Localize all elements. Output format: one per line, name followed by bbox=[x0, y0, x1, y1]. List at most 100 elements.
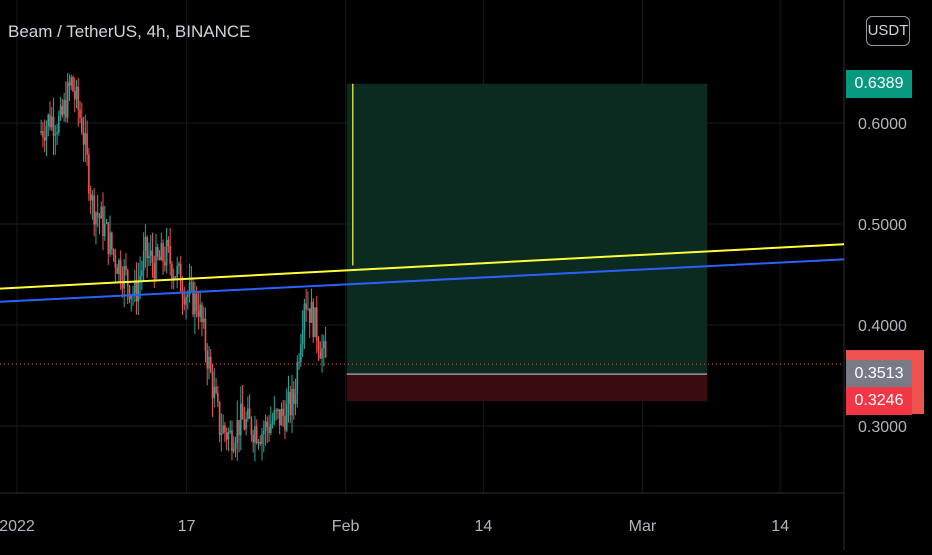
candle-body bbox=[66, 82, 69, 118]
candle-body bbox=[192, 282, 194, 315]
candle-body bbox=[68, 82, 71, 86]
candle-body bbox=[95, 212, 97, 225]
candle-body bbox=[179, 263, 182, 292]
candle-body bbox=[293, 388, 295, 404]
candle-body bbox=[70, 77, 72, 86]
candle-body bbox=[169, 245, 171, 264]
candle-body bbox=[187, 294, 189, 297]
candle-body bbox=[126, 270, 129, 287]
candle-body bbox=[303, 303, 306, 330]
candle-body bbox=[148, 255, 150, 259]
candle-body bbox=[47, 114, 50, 127]
candle-body bbox=[204, 318, 207, 352]
candle-body bbox=[208, 356, 210, 369]
candle-body bbox=[111, 232, 113, 250]
candle-body bbox=[324, 341, 327, 358]
candle-body bbox=[81, 118, 83, 133]
candle-body bbox=[252, 435, 254, 443]
candle-body bbox=[296, 362, 299, 395]
candle-body bbox=[165, 239, 168, 266]
candle-body bbox=[287, 391, 290, 404]
time-tick-label: Mar bbox=[629, 518, 657, 535]
candle-body bbox=[231, 430, 233, 452]
candles bbox=[40, 72, 327, 462]
blue-trendline bbox=[0, 258, 845, 303]
candle-body bbox=[232, 448, 235, 452]
candle-body bbox=[40, 130, 42, 134]
candle-body bbox=[310, 301, 313, 323]
candle-body bbox=[254, 426, 256, 443]
candle-body bbox=[72, 77, 74, 92]
candle-body bbox=[211, 371, 214, 399]
stop-zone bbox=[346, 374, 708, 402]
candle-body bbox=[103, 223, 106, 237]
candle-body bbox=[224, 425, 226, 433]
candle-body bbox=[176, 265, 178, 278]
candle-body bbox=[222, 425, 224, 434]
candle-body bbox=[201, 304, 203, 322]
candle-body bbox=[181, 291, 184, 298]
candle-body bbox=[234, 443, 237, 449]
candle-body bbox=[268, 427, 270, 433]
candle-body bbox=[144, 236, 147, 251]
candle-body bbox=[149, 250, 152, 256]
candle-body bbox=[93, 195, 95, 225]
candle-body bbox=[213, 386, 216, 399]
candle-body bbox=[141, 270, 143, 276]
candle-body bbox=[142, 250, 145, 271]
candle-body bbox=[243, 419, 246, 430]
candle-body bbox=[315, 307, 318, 342]
candle-body bbox=[75, 86, 78, 100]
currency-unit-button[interactable]: USDT bbox=[866, 16, 910, 46]
candle-body bbox=[308, 308, 311, 323]
candle-body bbox=[121, 281, 124, 289]
candle-body bbox=[134, 280, 136, 294]
candle-body bbox=[217, 392, 219, 403]
price-tick-label: 0.5000 bbox=[858, 217, 907, 234]
candle-body bbox=[298, 362, 300, 364]
candle-body bbox=[135, 280, 138, 302]
candle-body bbox=[301, 329, 304, 345]
candle-body bbox=[86, 133, 88, 155]
candle-body bbox=[107, 222, 110, 254]
candle-body bbox=[123, 266, 125, 289]
candle-body bbox=[255, 426, 258, 444]
candle-body bbox=[225, 432, 228, 440]
candle-body bbox=[116, 267, 118, 274]
candle-body bbox=[280, 408, 283, 426]
candle-body bbox=[278, 409, 281, 426]
candle-body bbox=[172, 276, 175, 280]
candle-body bbox=[312, 301, 315, 337]
candle-body bbox=[294, 394, 297, 404]
candle-body bbox=[102, 206, 104, 237]
candle-body bbox=[194, 293, 196, 315]
candle-body bbox=[195, 293, 198, 312]
candle-body bbox=[42, 130, 44, 138]
candle-body bbox=[291, 388, 293, 416]
candle-body bbox=[45, 126, 48, 141]
yellow-trendline bbox=[0, 243, 845, 290]
candle-body bbox=[79, 109, 81, 119]
candle-body bbox=[247, 408, 249, 419]
candle-body bbox=[155, 247, 157, 279]
candle-body bbox=[88, 154, 90, 194]
candle-body bbox=[188, 282, 191, 295]
candle-body bbox=[118, 260, 120, 274]
candle-body bbox=[264, 421, 267, 431]
candle-body bbox=[250, 418, 253, 436]
candle-body bbox=[307, 308, 309, 310]
candle-body bbox=[146, 236, 148, 259]
time-tick-label: 14 bbox=[771, 518, 789, 535]
candle-body bbox=[284, 416, 286, 431]
candle-body bbox=[65, 99, 67, 118]
candle-body bbox=[178, 263, 180, 266]
candle-body bbox=[248, 408, 251, 419]
candle-body bbox=[162, 243, 164, 262]
time-tick-label: 17 bbox=[178, 518, 196, 535]
candle-body bbox=[164, 261, 166, 266]
candle-body bbox=[236, 419, 239, 444]
candle-body bbox=[202, 318, 205, 322]
time-tick-label: 2022 bbox=[0, 518, 35, 535]
